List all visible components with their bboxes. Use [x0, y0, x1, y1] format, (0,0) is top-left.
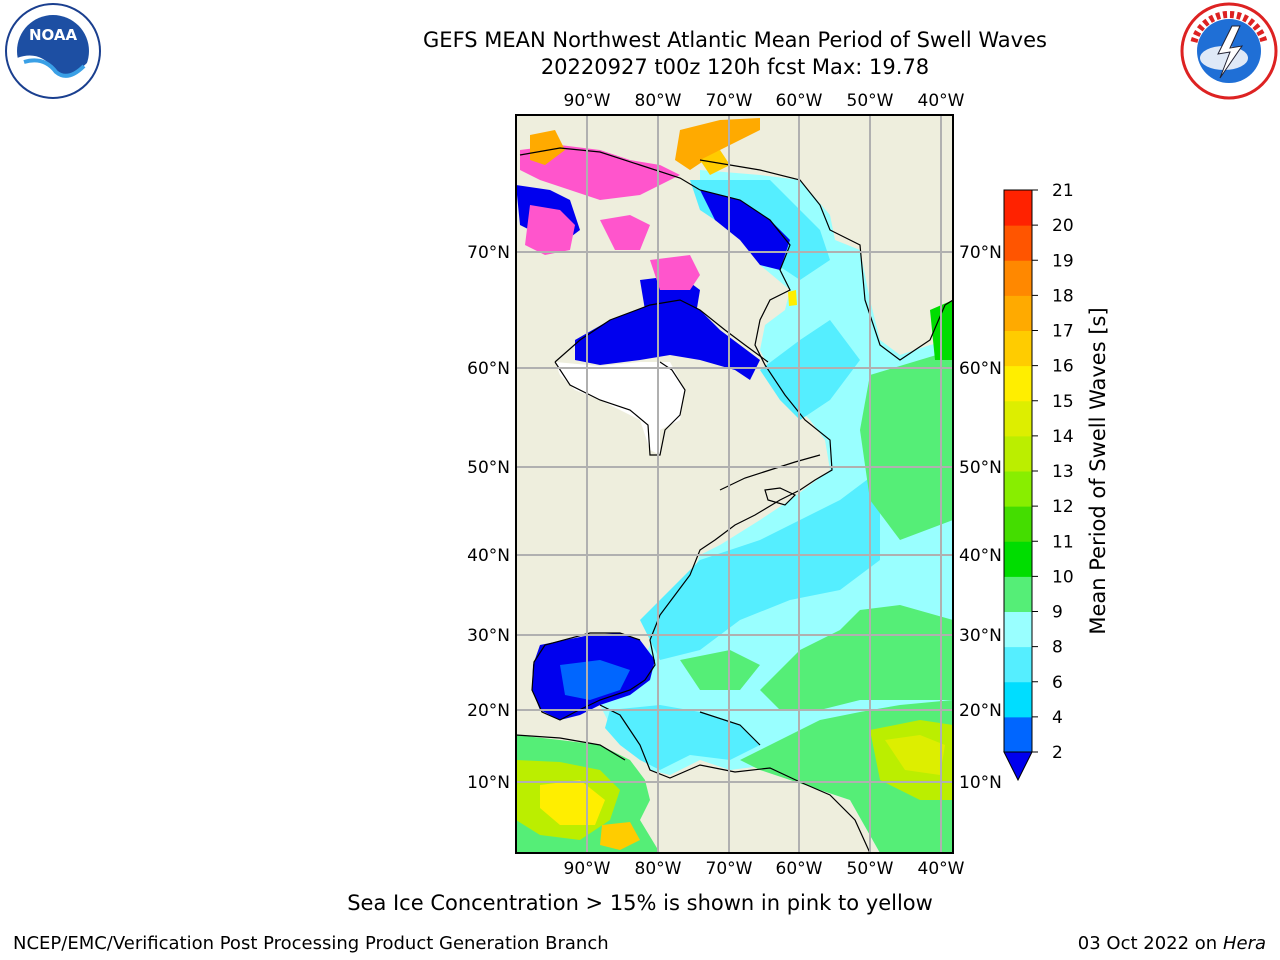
lat-tick-label-right: 40°N	[959, 546, 1002, 566]
colorbar-tick-label: 16	[1052, 357, 1074, 377]
footer-date-text: 03 Oct 2022 on	[1077, 933, 1223, 954]
swell-patch-9-10	[860, 350, 953, 540]
axis-labels: 90°W 90°W 80°W 80°W 70°W 70°W 60°W 60°W 50°W 50°W…	[467, 91, 1002, 879]
lat-tick-label-left: 30°N	[467, 626, 510, 646]
footer-date: 03 Oct 2022 on Hera	[1078, 933, 1266, 954]
colorbar-tick-label: 19	[1052, 251, 1074, 271]
noaa-logo: NOAA	[4, 2, 102, 104]
lon-tick-label-bottom: 80°W	[635, 859, 682, 879]
colorbar-tick-label: 9	[1052, 603, 1063, 623]
baffin-bay	[700, 190, 790, 270]
coastlines	[516, 147, 953, 853]
colorbar-swatch	[1004, 646, 1032, 683]
colorbar-swatch	[1004, 365, 1032, 402]
lat-tick-label-right: 20°N	[959, 701, 1002, 721]
swell-patch-6-8	[640, 470, 880, 660]
lon-tick-label-bottom: 50°W	[847, 859, 894, 879]
colorbar-label: Mean Period of Swell Waves [s]	[1086, 307, 1110, 634]
colorbar-swatch	[1004, 400, 1032, 437]
lon-tick-label-bottom: 60°W	[776, 859, 823, 879]
colorbar-tick-label: 12	[1052, 497, 1074, 517]
colorbar-tick-label: 11	[1052, 532, 1074, 552]
colorbar-swatch	[1004, 471, 1032, 507]
lat-tick-label-right: 70°N	[959, 243, 1002, 263]
sea-ice	[788, 290, 797, 306]
lon-tick-label-top: 50°W	[847, 91, 894, 111]
lon-tick-label-top: 70°W	[706, 91, 753, 111]
colorbar-tick-label: 10	[1052, 567, 1074, 587]
colorbar-tick-label: 2	[1052, 743, 1063, 763]
colorbar-tick-label: 6	[1052, 673, 1063, 693]
swell-patch-9-10	[760, 605, 953, 710]
sea-ice	[525, 205, 575, 255]
lat-tick-label-left: 70°N	[467, 243, 510, 263]
sea-ice-note: Sea Ice Concentration > 15% is shown in …	[347, 891, 933, 915]
colorbar-swatch	[1004, 295, 1032, 331]
colorbar-swatch	[1004, 576, 1032, 612]
sea-ice	[530, 130, 565, 165]
colorbar-swatch	[1004, 225, 1032, 261]
lat-tick-label-right: 60°N	[959, 359, 1002, 379]
colorbar: 2 4 6 8 9 10 11 12 13 14 15 16 17 18 19 20 21	[1003, 181, 1074, 782]
colorbar-swatch	[1004, 506, 1032, 542]
lon-tick-label-bottom: 40°W	[918, 859, 965, 879]
gulf-of-mexico	[560, 660, 630, 700]
colorbar-swatch	[1004, 435, 1032, 472]
chart-subtitle: 20220927 t00z 120h fcst Max: 19.78	[540, 55, 930, 79]
colorbar-swatch	[1004, 330, 1032, 367]
lat-tick-label-right: 10°N	[959, 773, 1002, 793]
lon-tick-label-bottom: 90°W	[564, 859, 611, 879]
colorbar-tick-label: 20	[1052, 216, 1074, 236]
colorbar-swatch	[1004, 611, 1032, 648]
lon-tick-label-top: 60°W	[776, 91, 823, 111]
chart-title: GEFS MEAN Northwest Atlantic Mean Period…	[423, 28, 1047, 52]
lon-tick-label-bottom: 70°W	[706, 859, 753, 879]
lon-tick-label-top: 90°W	[564, 91, 611, 111]
colorbar-under-extension	[1003, 751, 1033, 782]
sea-ice	[675, 118, 760, 170]
colorbar-tick-label: 14	[1052, 427, 1074, 447]
sea-ice	[520, 145, 680, 200]
lat-tick-label-left: 40°N	[467, 546, 510, 566]
footer-credit: NCEP/EMC/Verification Post Processing Pr…	[13, 933, 609, 954]
hudson-strait	[575, 300, 760, 380]
colorbar-tick-label: 15	[1052, 392, 1074, 412]
colorbar-tick-label: 21	[1052, 181, 1074, 201]
map-frame	[515, 114, 954, 854]
colorbar-tick-label: 8	[1052, 638, 1063, 658]
lat-tick-label-left: 60°N	[467, 359, 510, 379]
lat-tick-label-right: 30°N	[959, 626, 1002, 646]
colorbar-swatch	[1004, 681, 1032, 718]
swell-patch-13-14	[885, 735, 945, 775]
colorbar-tick-label: 4	[1052, 708, 1063, 728]
lon-tick-label-top: 40°W	[918, 91, 965, 111]
colorbar-swatch	[1004, 190, 1032, 226]
colorbar-tick-label: 13	[1052, 462, 1074, 482]
pacific-swell	[540, 780, 605, 825]
map-field	[516, 115, 953, 853]
pacific-swell	[600, 822, 640, 850]
lat-tick-label-left: 20°N	[467, 701, 510, 721]
colorbar-tick-label: 18	[1052, 286, 1074, 306]
colorbar-swatch	[1004, 716, 1032, 753]
sea-ice	[650, 255, 700, 290]
colorbar-swatch	[1004, 541, 1032, 577]
lat-tick-label-left: 50°N	[467, 458, 510, 478]
lat-tick-label-left: 10°N	[467, 773, 510, 793]
nws-logo	[1180, 2, 1278, 104]
sea-ice	[600, 215, 650, 250]
colorbar-swatch	[1004, 260, 1032, 296]
footer-machine: Hera	[1222, 933, 1266, 954]
svg-text:NOAA: NOAA	[29, 26, 78, 44]
swell-patch-9-10	[680, 650, 760, 690]
colorbar-tick-label: 17	[1052, 322, 1074, 342]
lon-tick-label-top: 80°W	[635, 91, 682, 111]
graticule	[516, 115, 953, 853]
lat-tick-label-right: 50°N	[959, 458, 1002, 478]
